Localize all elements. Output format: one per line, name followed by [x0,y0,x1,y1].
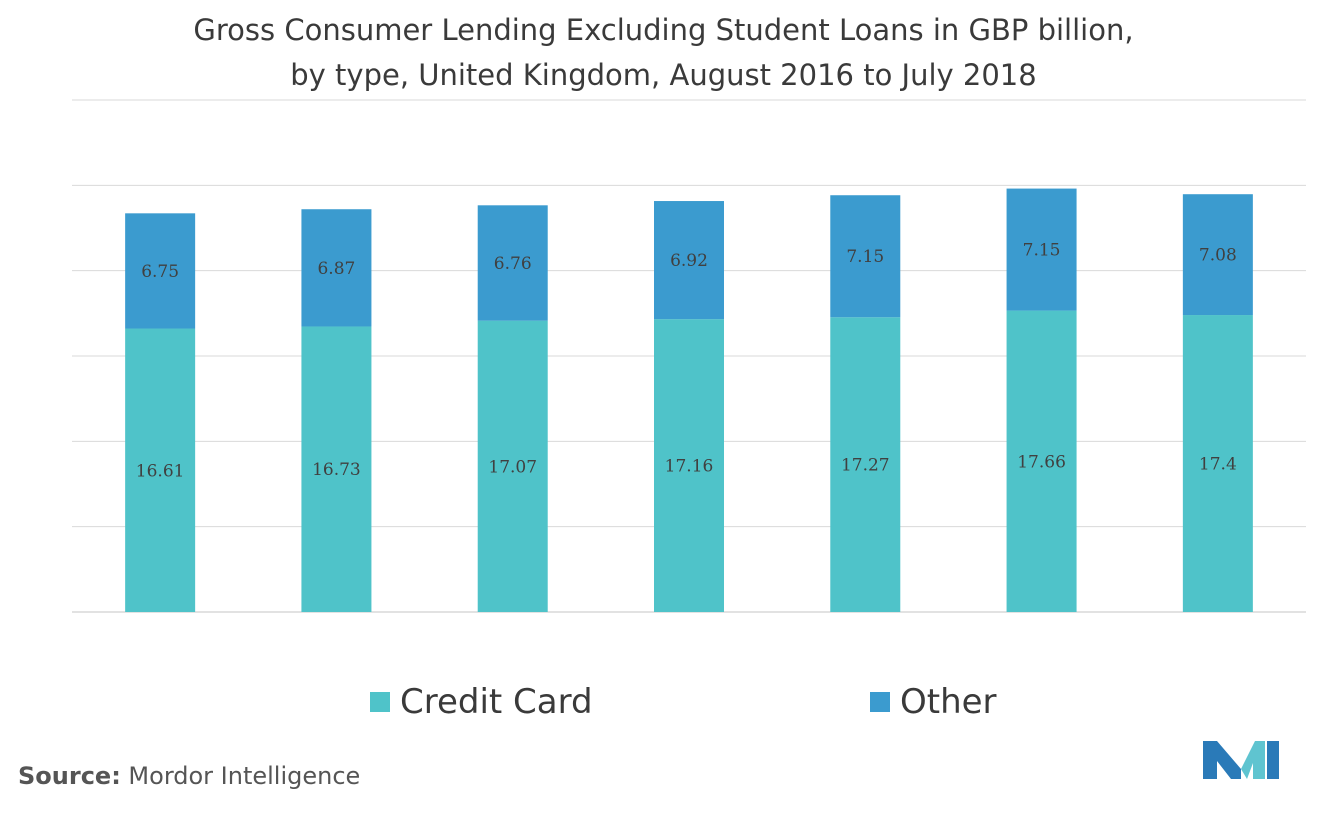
bar-other-6 [1006,188,1077,311]
data-label-other-4: 6.92 [670,251,708,271]
chart-title-line-1: Gross Consumer Lending Excluding Student… [193,13,1134,47]
bar-credit-card-4 [654,319,724,612]
bar-other-7 [1182,194,1253,316]
legend-label-other: Other [900,682,997,722]
legend-item-other: Other [870,678,997,726]
data-label-credit-card-1: 16.61 [136,461,185,481]
bar-other-3 [477,205,548,321]
source-note: Source: Mordor Intelligence [18,762,360,790]
data-label-other-3: 6.76 [494,254,532,274]
legend-item-credit-card: Credit Card [370,678,593,726]
bar-other-4 [654,201,724,320]
legend-swatch-credit-card [370,692,390,712]
legend-label-credit-card: Credit Card [400,682,593,722]
bar-other-2 [301,209,372,327]
data-label-credit-card-5: 17.27 [841,456,890,476]
source-text: Mordor Intelligence [120,762,361,790]
bar-credit-card-5 [830,317,901,612]
data-label-credit-card-3: 17.07 [488,457,537,477]
bar-credit-card-3 [477,320,548,612]
bar-credit-card-6 [1006,310,1077,612]
data-label-credit-card-4: 17.16 [665,457,714,477]
legend-swatch-other [870,692,890,712]
bar-other-1 [125,213,196,329]
data-label-other-7: 7.08 [1199,246,1237,266]
chart-title-line-2: by type, United Kingdom, August 2016 to … [290,58,1037,92]
data-label-other-1: 6.75 [141,262,179,282]
bar-credit-card-1 [125,328,196,612]
data-label-other-2: 6.87 [317,259,355,279]
mordor-intelligence-logo-icon [1203,741,1279,779]
data-label-other-5: 7.15 [846,247,884,267]
data-label-credit-card-2: 16.73 [312,460,361,480]
data-label-other-6: 7.15 [1023,241,1061,261]
legend: Credit Card Other [0,678,1327,726]
source-label: Source: [18,762,121,790]
stacked-bar-chart: 16.61 6.75 16.73 6.87 17.07 6.76 17.16 6.92 17.2… [72,99,1306,613]
chart-title: Gross Consumer Lending Excluding Student… [0,8,1327,98]
data-labels: 16.61 6.75 16.73 6.87 17.07 6.76 17.16 6.92 17.2… [136,241,1237,482]
bar-credit-card-2 [301,326,372,612]
data-label-credit-card-7: 17.4 [1199,455,1237,475]
bar-other-5 [830,195,901,318]
bar-credit-card-7 [1182,315,1253,612]
bar-series [125,188,1253,612]
data-label-credit-card-6: 17.66 [1017,452,1066,472]
